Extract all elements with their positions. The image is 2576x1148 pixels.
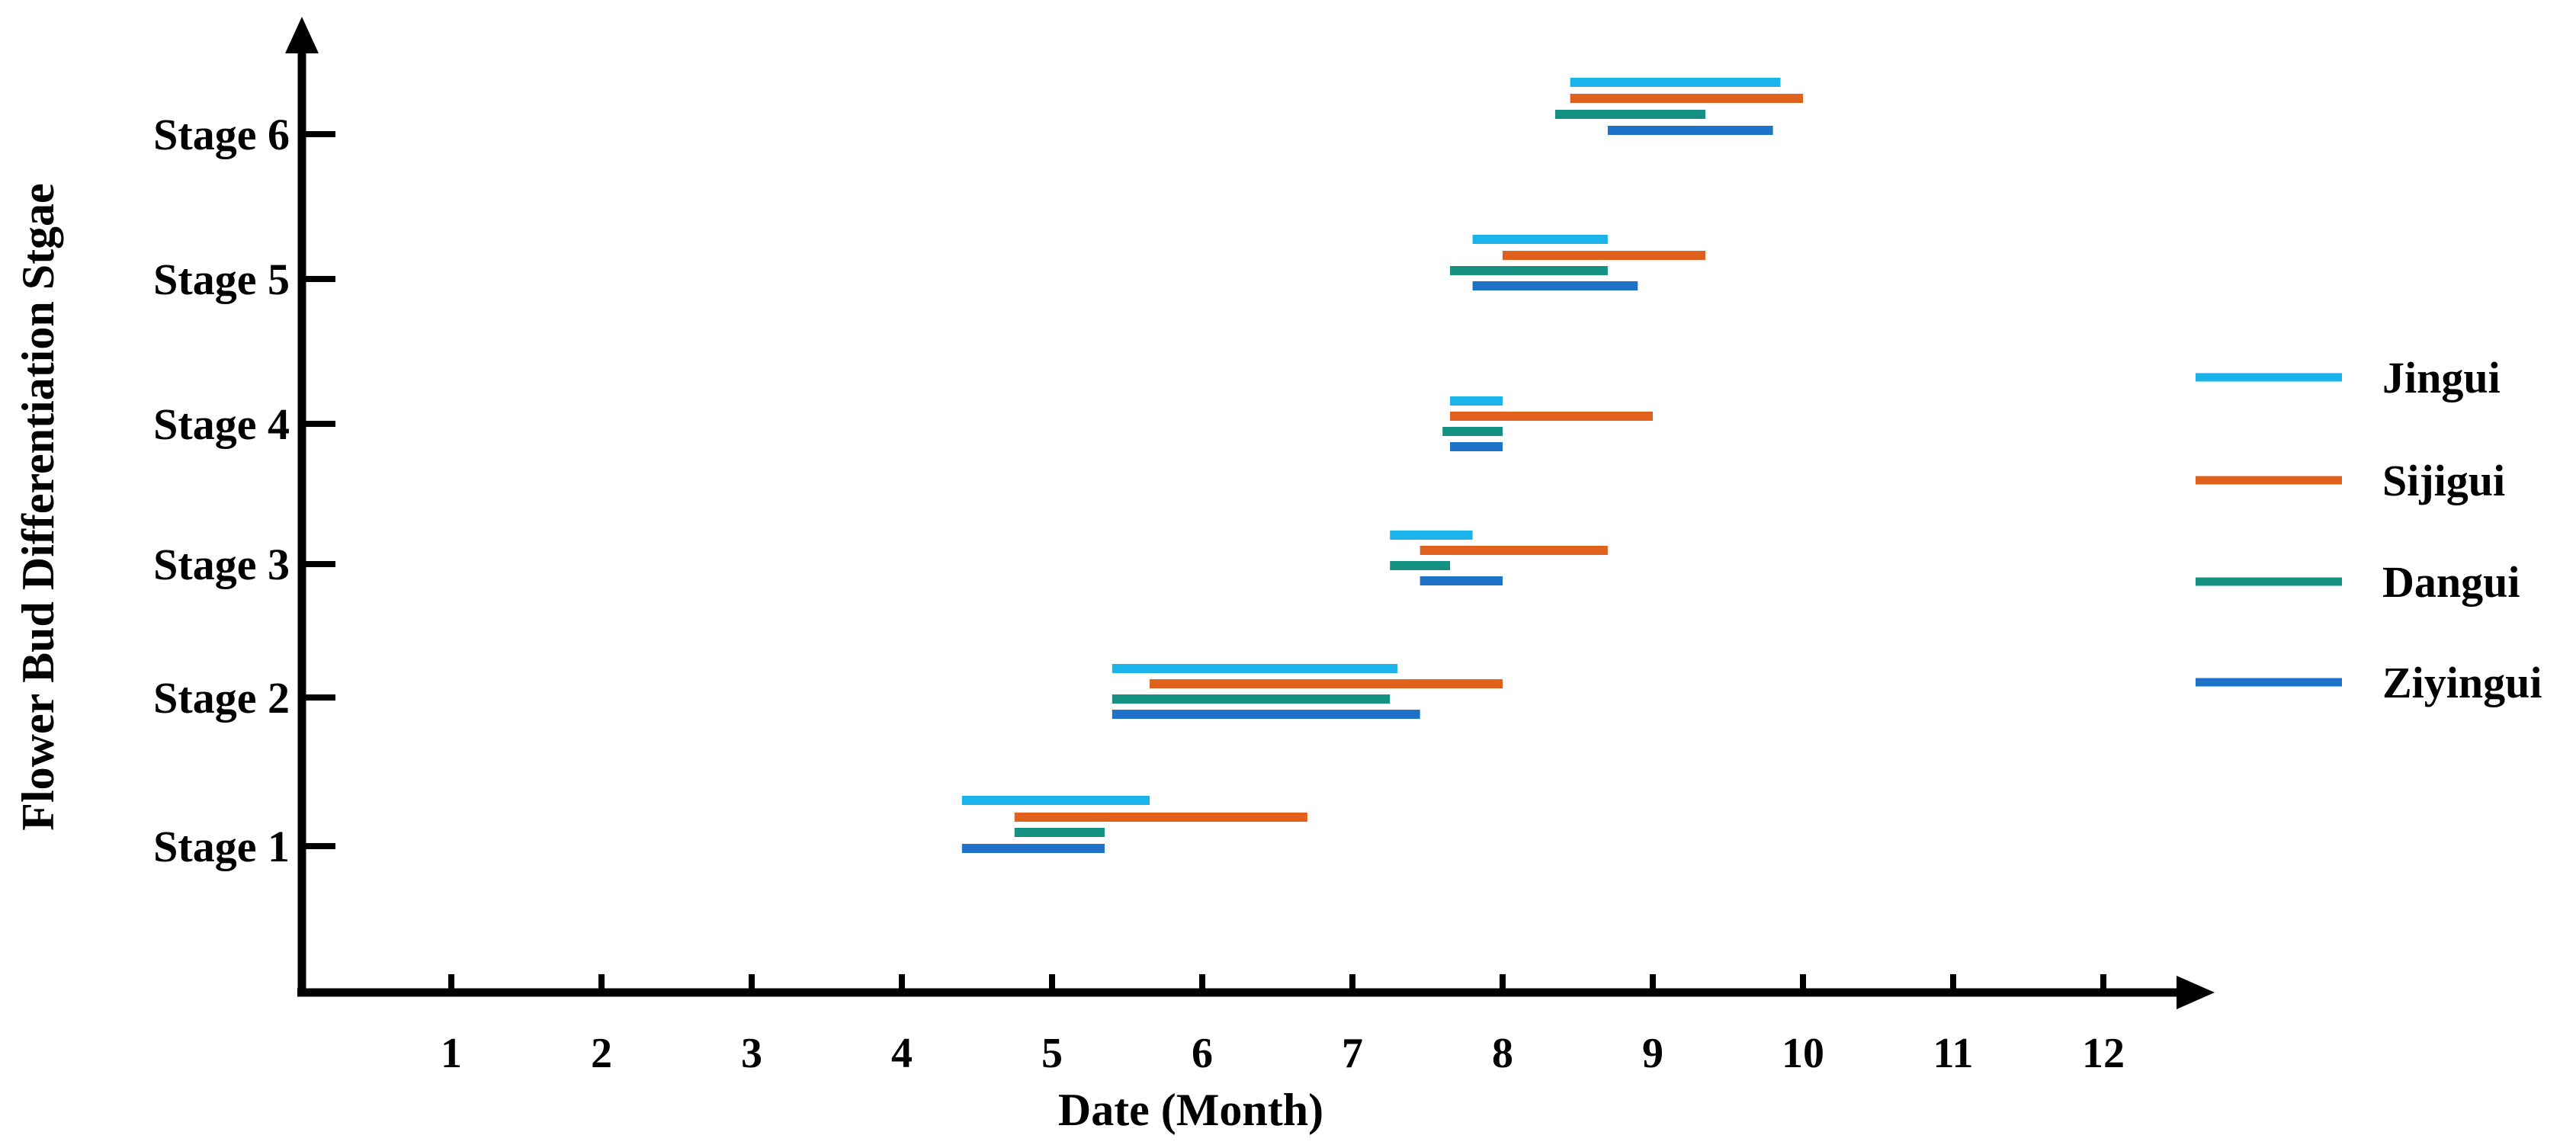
x-tick-label: 11	[1933, 1030, 1974, 1077]
axes-layer	[285, 17, 2215, 1009]
x-tick-label: 6	[1192, 1030, 1213, 1077]
x-tick-label: 1	[441, 1030, 462, 1077]
stage-label: Stage 1	[153, 822, 290, 871]
stage-label: Stage 4	[153, 399, 290, 449]
x-ticks: 1 2 3 4 5 6 7 8 9 10 11 12	[441, 974, 2125, 1077]
legend-label: Ziyingui	[2382, 658, 2542, 707]
x-tick-label: 2	[591, 1030, 612, 1077]
stage-label: Stage 2	[153, 673, 290, 723]
x-axis-title: Date (Month)	[1058, 1085, 1323, 1135]
x-tick-label: 10	[1782, 1030, 1824, 1077]
stage-label: Stage 6	[153, 110, 290, 159]
y-axis-title: Flower Bud Differentiation Stgae	[13, 183, 63, 830]
x-tick-label: 5	[1041, 1030, 1063, 1077]
stage-label: Stage 5	[153, 255, 290, 304]
x-tick-label: 4	[891, 1030, 913, 1077]
x-axis-arrow	[2177, 976, 2215, 1009]
bars-layer	[961, 78, 1803, 853]
x-tick-label: 8	[1492, 1030, 1513, 1077]
legend-label: Dangui	[2382, 557, 2520, 607]
x-tick-label: 12	[2082, 1030, 2125, 1077]
x-tick-label: 3	[741, 1030, 762, 1077]
x-tick-label: 9	[1642, 1030, 1663, 1077]
stage-label: Stage 3	[153, 540, 290, 589]
legend-label: Jingui	[2382, 353, 2501, 402]
y-stages: Stage 1 Stage 2 Stage 3 Stage 4 Stage 5 Stage…	[153, 110, 335, 871]
legend: Jingui Sijigui Dangui Ziyingui	[2196, 353, 2542, 707]
legend-label: Sijigui	[2382, 456, 2505, 505]
x-tick-label: 7	[1342, 1030, 1363, 1077]
y-axis-arrow	[285, 17, 319, 53]
